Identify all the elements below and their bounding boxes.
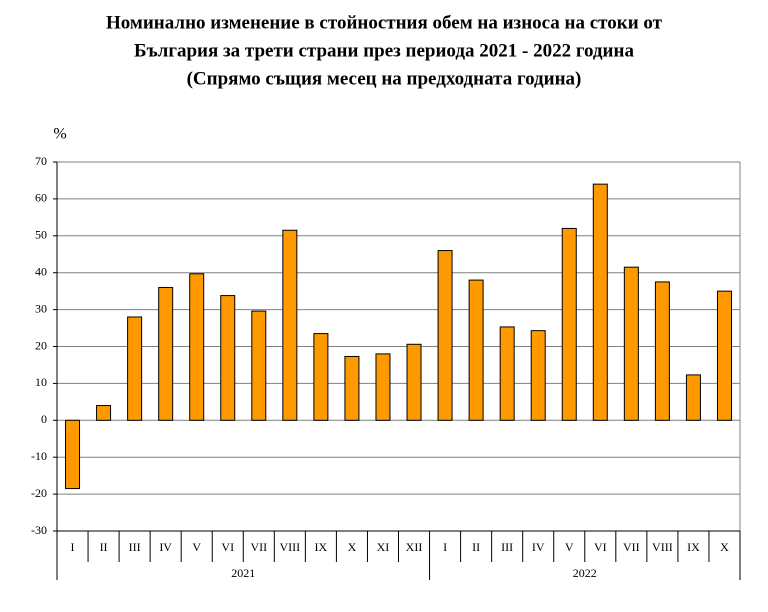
x-tick-label: X	[348, 540, 357, 554]
x-tick-label: VI	[221, 540, 234, 554]
x-tick-label: VIII	[652, 540, 673, 554]
bar	[716, 290, 732, 421]
x-tick-label: III	[501, 540, 513, 554]
bar	[592, 183, 608, 421]
x-tick-label: XI	[377, 540, 390, 554]
chart-title: Номинално изменение в стойностния обем н…	[106, 12, 663, 33]
chart-title: България за трети страни през периода 20…	[134, 40, 634, 61]
bar	[375, 353, 391, 421]
group-label: 2022	[573, 566, 597, 580]
x-tick-label: II	[100, 540, 108, 554]
bar	[127, 316, 143, 421]
x-tick-label: II	[472, 540, 480, 554]
y-tick-label: -30	[31, 523, 47, 537]
y-tick-label: 40	[35, 264, 47, 278]
x-tick-label: VI	[594, 540, 607, 554]
bar	[406, 343, 422, 421]
bar	[437, 250, 453, 421]
y-tick-label: 70	[35, 154, 47, 168]
y-tick-label: 20	[35, 338, 47, 352]
group-label: 2021	[231, 566, 255, 580]
x-tick-label: I	[443, 540, 447, 554]
x-tick-label: IX	[315, 540, 328, 554]
y-tick-label: 60	[35, 191, 47, 205]
y-tick-label: -20	[31, 486, 47, 500]
bar	[96, 405, 112, 421]
bar	[344, 355, 360, 421]
chart-title: (Спрямо същия месец на предходната годин…	[187, 68, 582, 89]
bar	[313, 333, 329, 421]
x-tick-label: X	[720, 540, 729, 554]
bar	[561, 227, 577, 421]
x-tick-label: V	[192, 540, 201, 554]
y-axis-label: %	[53, 126, 66, 143]
x-tick-label: XII	[406, 540, 423, 554]
x-tick-label: V	[565, 540, 574, 554]
x-tick-label: III	[129, 540, 141, 554]
x-tick-label: I	[71, 540, 75, 554]
bar	[65, 419, 81, 490]
bar	[468, 279, 484, 421]
bar	[685, 374, 701, 421]
bar	[623, 266, 639, 421]
bar	[220, 295, 236, 421]
bar	[189, 273, 205, 421]
bar	[251, 310, 267, 421]
x-tick-label: VII	[250, 540, 267, 554]
bar	[282, 229, 298, 421]
x-tick-label: IX	[687, 540, 700, 554]
bar	[530, 330, 546, 421]
y-tick-label: -10	[31, 449, 47, 463]
x-tick-label: IV	[532, 540, 545, 554]
y-tick-label: 30	[35, 301, 47, 315]
y-tick-label: 0	[41, 412, 47, 426]
x-tick-label: VIII	[280, 540, 301, 554]
x-tick-label: IV	[159, 540, 172, 554]
y-tick-label: 50	[35, 228, 47, 242]
y-tick-label: 10	[35, 375, 47, 389]
bar	[499, 326, 515, 421]
bar	[158, 286, 174, 421]
x-tick-label: VII	[623, 540, 640, 554]
bar	[654, 281, 670, 421]
